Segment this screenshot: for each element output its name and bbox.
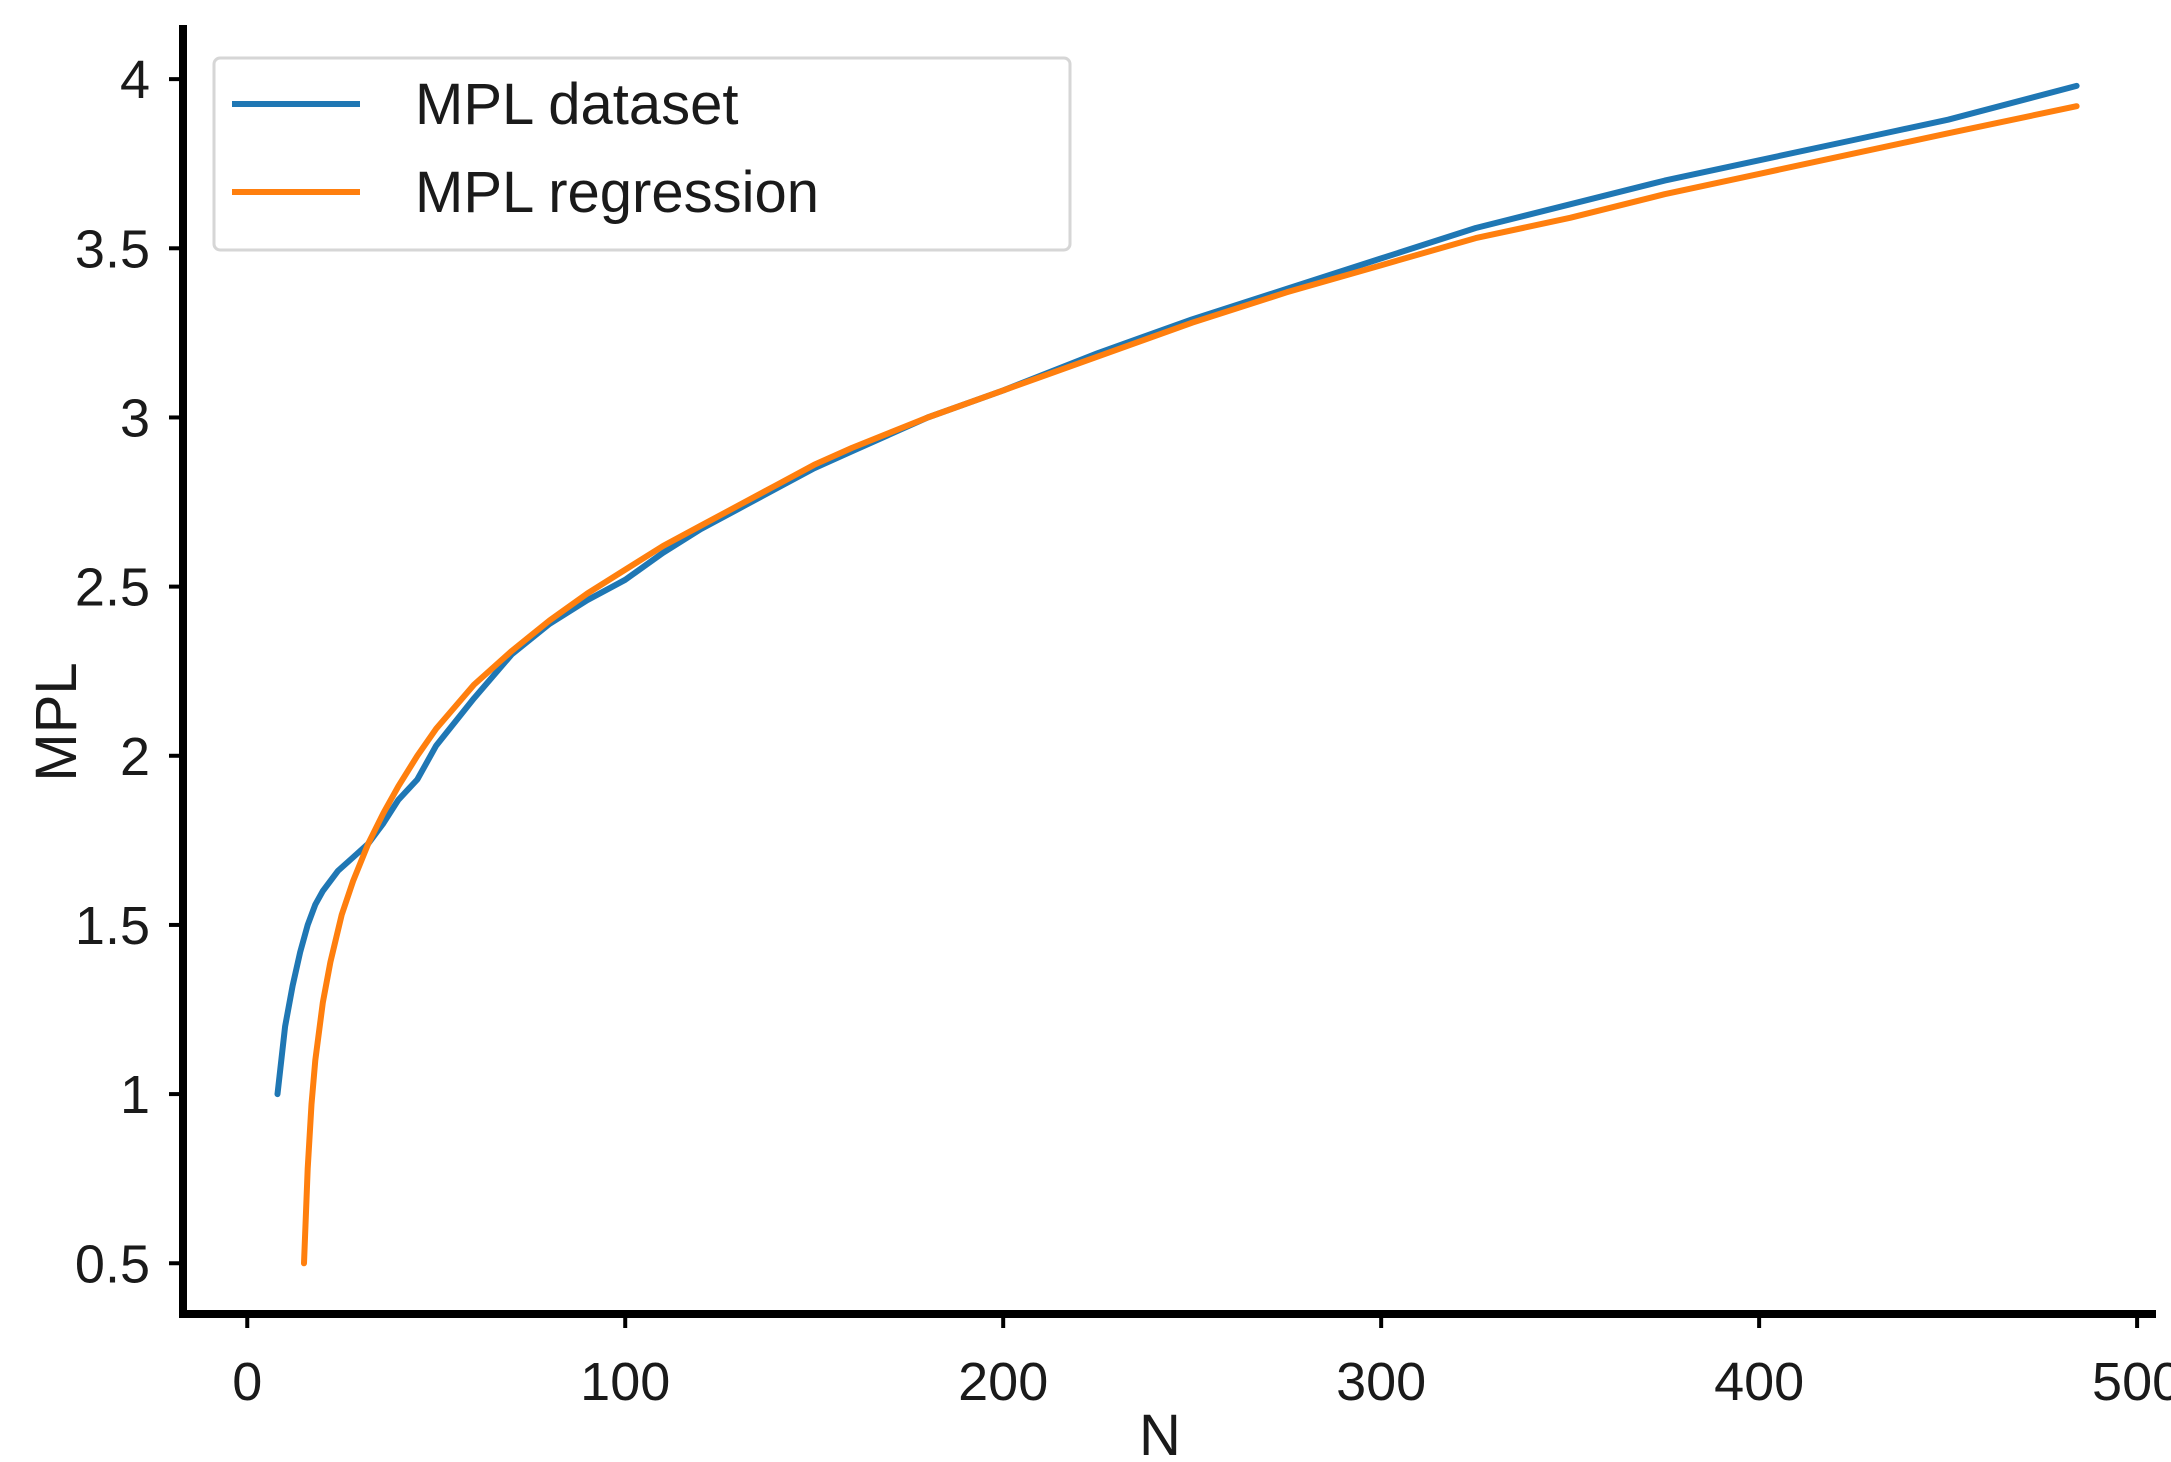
x-tick-label: 200 (958, 1352, 1048, 1412)
y-tick-label: 3.5 (75, 219, 150, 279)
x-tick-label: 500 (2092, 1352, 2171, 1412)
x-tick-label: 400 (1714, 1352, 1804, 1412)
y-tick-label: 1 (120, 1065, 150, 1125)
x-tick-label: 0 (232, 1352, 262, 1412)
y-tick-label: 2 (120, 727, 150, 787)
legend-box (212, 56, 1072, 252)
legend: MPL dataset MPL regression (212, 56, 1072, 252)
y-tick-label: 4 (120, 50, 150, 110)
y-tick-label: 1.5 (75, 896, 150, 956)
x-tick-label: 100 (580, 1352, 670, 1412)
y-axis-title: MPL (24, 662, 89, 781)
legend-label-mpl-regression: MPL regression (415, 160, 819, 225)
series-line-mpl-dataset (274, 82, 2080, 1098)
y-tick-label: 0.5 (75, 1234, 150, 1294)
legend-label-mpl-dataset: MPL dataset (415, 72, 738, 137)
series-layer (274, 82, 2080, 1267)
axes-layer (179, 25, 2156, 1318)
x-tick-label: 300 (1336, 1352, 1426, 1412)
series-line-mpl-regression (301, 103, 2080, 1267)
y-tick-label: 2.5 (75, 558, 150, 618)
x-axis-title: N (1139, 1403, 1181, 1462)
ticks-layer: 0 100 200 300 400 500 0.5 1 1.5 2 2.5 3 3.5 4 (75, 50, 2171, 1412)
y-tick-label: 3 (120, 388, 150, 448)
